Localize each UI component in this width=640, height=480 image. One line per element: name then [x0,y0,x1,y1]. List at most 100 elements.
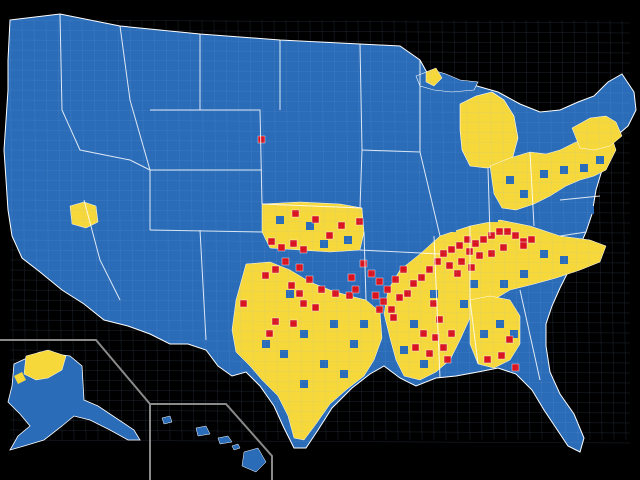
blue-county [430,290,438,298]
red-county [475,251,484,260]
blue-county [500,280,508,288]
blue-county [300,330,308,338]
red-county [495,227,504,236]
county-mesh-line [9,29,631,34]
blue-county [540,250,548,258]
county-mesh-line [153,19,159,441]
county-mesh-line [501,19,507,441]
county-mesh-line [9,279,631,284]
county-mesh-line [9,49,631,54]
alabama-region [469,295,521,369]
county-mesh-line [9,79,631,84]
red-county [439,343,448,352]
county-mesh-line [9,169,631,174]
red-county [267,237,276,246]
blue-county [350,340,358,348]
county-mesh-line [513,19,519,441]
red-county [445,261,454,270]
county-mesh-line [9,99,631,104]
blue-county [510,330,518,338]
county-mesh-line [201,19,207,441]
blue-county [330,320,338,328]
red-county [299,299,308,308]
blue-county [596,156,604,164]
county-mesh-line [9,339,631,344]
red-county [371,291,380,300]
county-mesh-line [405,19,411,441]
alaska-yellow-region [23,349,67,381]
blue-county [276,216,284,224]
nevada-spot [69,201,99,229]
county-mesh-line [597,19,603,441]
red-county [289,239,298,248]
hawaii-inset [161,415,267,473]
county-mesh-line [165,19,171,441]
county-mesh-line [9,349,631,354]
red-county [499,243,508,252]
red-county [395,293,404,302]
wisconsin-spot [425,67,443,87]
blue-county [320,240,328,248]
county-mesh-line [177,19,183,441]
red-county [305,275,314,284]
county-mesh-line [285,19,291,441]
county-mesh-line [213,19,219,441]
county-mesh-line [273,19,279,441]
red-county [483,355,492,364]
hawaii-island-3 [217,435,233,445]
county-mesh-line [9,309,631,314]
blue-county [300,380,308,388]
red-county [325,231,334,240]
blue-county [480,200,488,208]
county-mesh-line [9,219,631,224]
county-mesh-line [9,69,631,74]
blue-county [280,350,288,358]
red-county [435,315,444,324]
red-county [471,239,480,248]
blue-county [286,290,294,298]
blue-county [456,214,464,222]
red-county [425,349,434,358]
red-county [351,285,360,294]
red-county [519,241,528,250]
blue-county [490,214,498,222]
county-mesh-line [417,19,423,441]
red-county [511,363,520,372]
state-borders [59,13,601,381]
county-mesh-line [189,19,195,441]
red-county [411,343,420,352]
county-mesh-line [9,199,631,204]
red-county [387,305,396,314]
red-county [479,235,488,244]
blue-county [400,346,408,354]
county-mesh-line [333,19,339,441]
county-mesh-line [477,19,483,441]
blue-county [480,330,488,338]
county-mesh-line [9,409,631,414]
county-mesh-line [9,129,631,134]
county-mesh-line [321,19,327,441]
county-mesh-line [9,109,631,114]
county-mesh-line [9,229,631,234]
blue-county [448,224,456,232]
county-mesh-line [9,179,631,184]
county-mesh-line [573,19,579,441]
county-mesh-line [249,19,255,441]
county-mesh-line [225,19,231,441]
red-county [527,235,536,244]
hawaii-island-4 [231,443,241,451]
county-mesh-line [9,189,631,194]
county-mesh-line [129,19,135,441]
county-mesh-line [549,19,555,441]
red-county [265,329,274,338]
county-mesh-line [561,19,567,441]
red-county [503,227,512,236]
county-mesh-line [9,139,631,144]
county-mesh-line [381,19,387,441]
red-county [467,263,476,272]
county-mesh-line [393,19,399,441]
red-county [379,297,388,306]
red-county [375,277,384,286]
county-mesh-line [585,19,591,441]
red-county [289,319,298,328]
